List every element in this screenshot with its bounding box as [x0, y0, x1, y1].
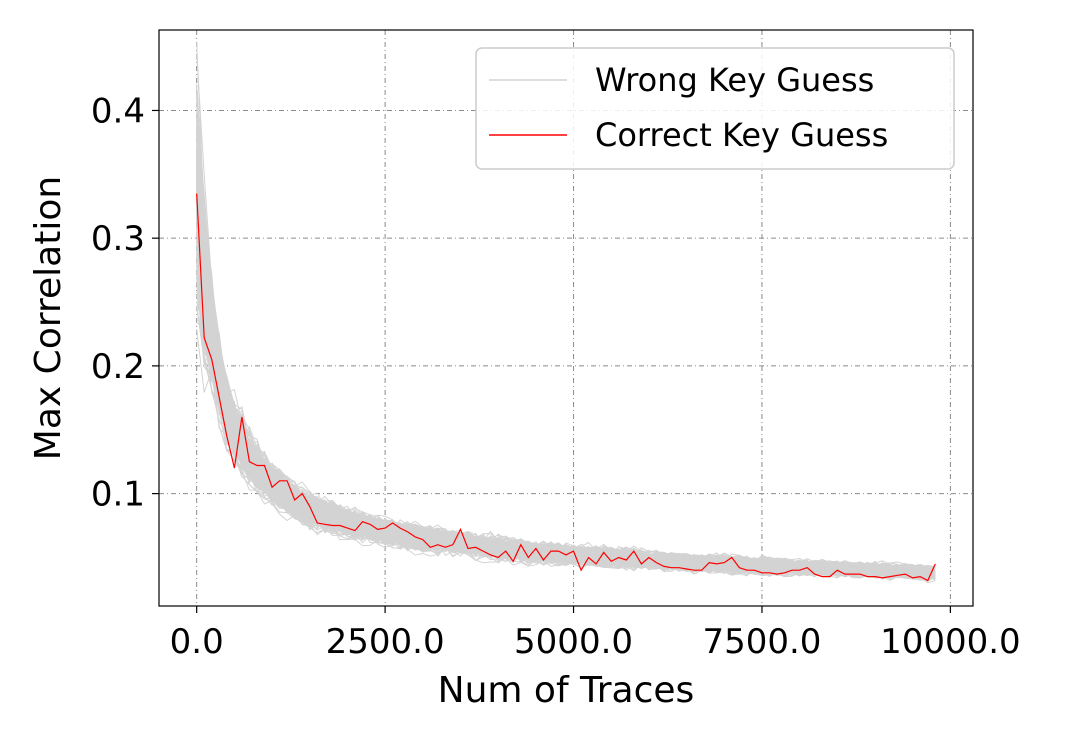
x-tick-label: 7500.0	[702, 622, 821, 662]
y-axis-title: Max Correlation	[28, 176, 69, 460]
x-tick-label: 10000.0	[880, 622, 1021, 662]
legend-label-wrong: Wrong Key Guess	[595, 61, 874, 99]
y-tick-label: 0.3	[91, 219, 145, 259]
y-tick-label: 0.2	[91, 347, 145, 387]
x-tick-label: 0.0	[170, 622, 224, 662]
correct-key-guess-line	[196, 193, 936, 582]
x-tick-label: 2500.0	[326, 622, 445, 662]
y-tick-label: 0.1	[91, 475, 145, 515]
correct-key-guess-line-group	[196, 193, 936, 582]
wrong-key-guess-line	[196, 155, 936, 576]
legend-label-correct: Correct Key Guess	[595, 116, 888, 154]
x-axis-title: Num of Traces	[438, 670, 695, 711]
legend: Wrong Key Guess Correct Key Guess	[475, 47, 955, 170]
wrong-key-guess-line	[196, 305, 936, 584]
y-tick-label: 0.4	[91, 91, 145, 131]
plot-frame	[158, 29, 974, 607]
legend-box	[475, 47, 955, 170]
wrong-key-guess-line	[196, 150, 936, 576]
x-tick-label: 5000.0	[514, 622, 633, 662]
wrong-key-guess-line	[196, 238, 936, 579]
wrong-key-guess-line	[196, 116, 936, 569]
ticks: 0.0 2500.0 5000.0 7500.0 10000.0 0.1 0.2 0.3 0.4	[91, 91, 1021, 662]
